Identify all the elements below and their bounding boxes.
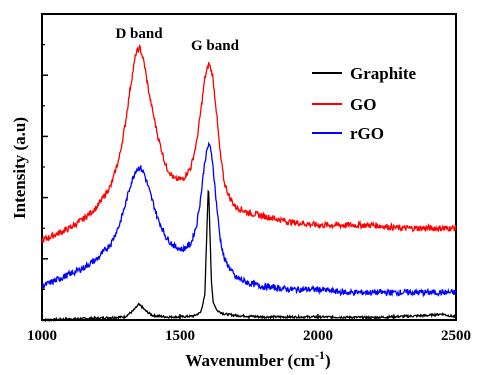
- y-axis: [42, 43, 48, 321]
- x-tick-label: 1500: [165, 328, 195, 344]
- legend-label-rgo: rGO: [350, 124, 384, 143]
- x-tick-label: 2500: [441, 328, 471, 344]
- plot-frame: [41, 13, 457, 321]
- plot-area: [41, 13, 457, 321]
- annotation-d-band: D band: [115, 26, 163, 42]
- series-line-rgo: [41, 141, 457, 298]
- legend-label-graphite: Graphite: [350, 64, 417, 83]
- x-axis: 1000 1500 2000 2500: [27, 314, 471, 344]
- x-tick-label: 2000: [303, 328, 333, 344]
- y-axis-title: Intensity (a.u): [10, 117, 29, 219]
- x-axis-title-main: Wavenumber (cm: [185, 351, 315, 370]
- legend-label-go: GO: [350, 95, 376, 114]
- x-axis-title-superscript: -1: [315, 348, 325, 362]
- annotation-g-band: G band: [191, 38, 240, 54]
- x-axis-title: Wavenumber (cm-1): [185, 348, 330, 370]
- legend: Graphite GO rGO: [312, 64, 417, 143]
- x-axis-title-close: ): [325, 351, 331, 370]
- series-line-go: [41, 43, 457, 243]
- x-tick-label: 1000: [27, 328, 57, 344]
- series-curves: [41, 43, 457, 323]
